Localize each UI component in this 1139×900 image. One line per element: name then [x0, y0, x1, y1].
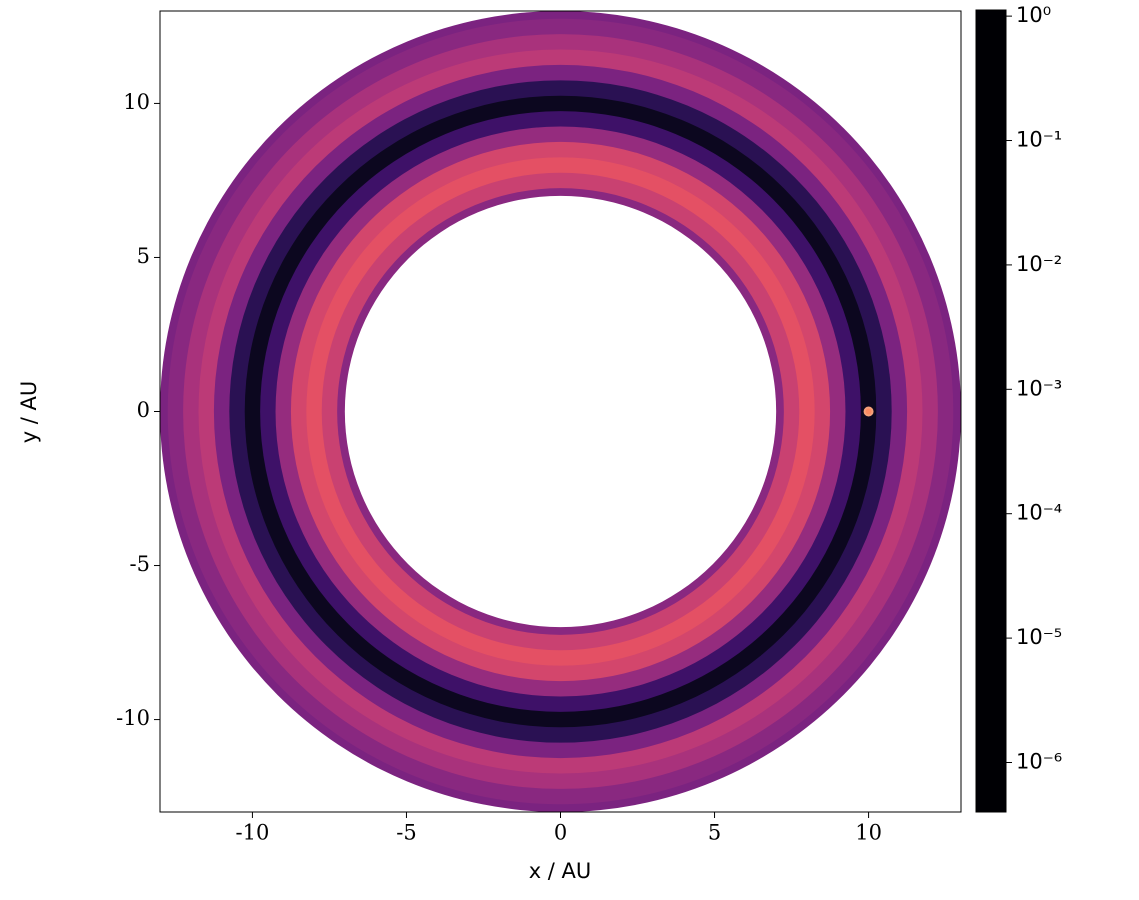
- colorbar-tick-label: 10⁻⁵: [1016, 625, 1062, 649]
- colorbar-tick-label: 10⁻²: [1016, 252, 1062, 276]
- x-tick-label: 5: [708, 821, 721, 845]
- x-tick-label: -5: [396, 821, 416, 845]
- colorbar-tick-label: 10⁻⁴: [1016, 501, 1062, 525]
- y-tick-label: 10: [123, 90, 150, 114]
- y-tick-label: -10: [116, 706, 150, 730]
- y-tick-label: 5: [137, 244, 150, 268]
- x-tick-label: 10: [855, 821, 882, 845]
- colorbar-tick-label: 10⁻³: [1016, 376, 1062, 400]
- colorbar-tick-label: 10⁻¹: [1016, 128, 1062, 152]
- colorbar-tick-label: 10⁰: [1016, 3, 1051, 27]
- y-tick-label: -5: [130, 552, 150, 576]
- colorbar-tick-label: 10⁻⁶: [1016, 749, 1062, 773]
- y-tick-label: 0: [137, 398, 150, 422]
- inner-hole: [344, 195, 777, 628]
- x-axis-label: x / AU: [529, 859, 592, 883]
- plot-area: [160, 11, 961, 812]
- planet: [863, 406, 874, 417]
- x-tick-label: 0: [554, 821, 567, 845]
- x-tick-label: -10: [236, 821, 270, 845]
- colorbar: [975, 9, 1007, 813]
- y-axis-label: y / AU: [17, 381, 41, 444]
